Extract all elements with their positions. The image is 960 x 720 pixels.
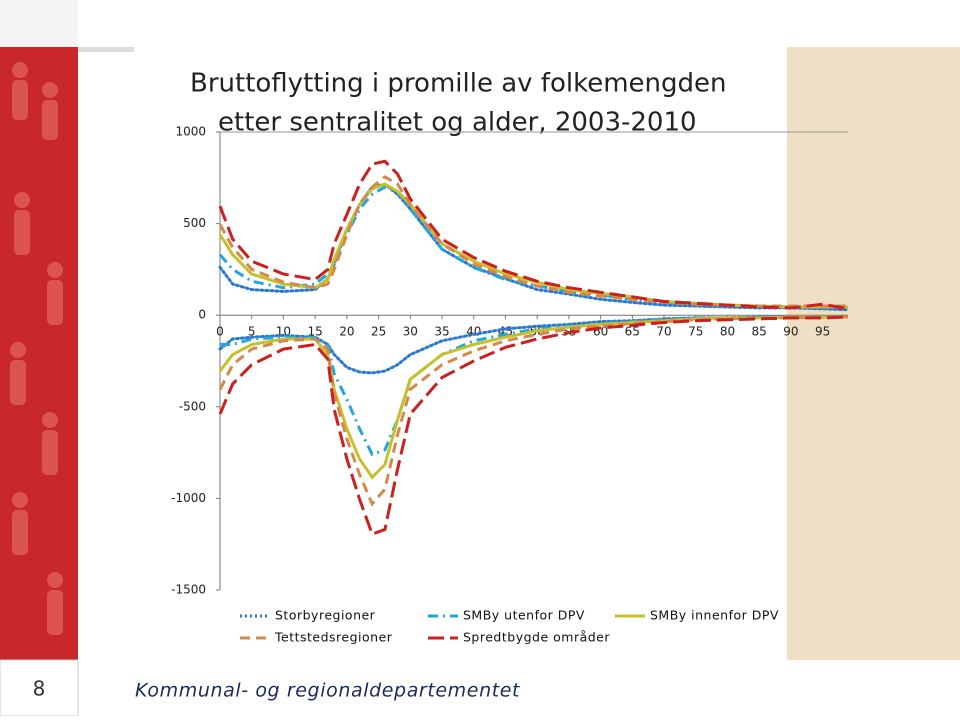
y-tick-label: 1000 [175, 125, 206, 139]
x-tick-label: 80 [720, 325, 735, 339]
x-tick-label: 0 [216, 325, 224, 339]
right-band [787, 47, 960, 660]
x-tick-label: 90 [783, 325, 798, 339]
page-number: 8 [33, 677, 46, 701]
x-tick-label: 65 [625, 325, 640, 339]
series-line [218, 159, 849, 311]
series-line [218, 315, 849, 537]
series-line [218, 182, 850, 312]
side-figures [10, 62, 63, 635]
x-tick-label: 30 [403, 325, 418, 339]
top-rule [78, 47, 134, 52]
x-tick-label: 70 [656, 325, 671, 339]
footer: Kommunal- og regionaldepartementet [135, 680, 521, 702]
legend-label: Spredtbygde områder [463, 630, 610, 645]
x-tick-label: 5 [248, 325, 256, 339]
series-line [218, 315, 848, 507]
series-line [218, 175, 848, 308]
y-tick-label: -500 [179, 399, 206, 413]
x-tick-label: 15 [308, 325, 323, 339]
y-tick-label: 500 [183, 216, 206, 230]
x-tick-label: 95 [815, 325, 830, 339]
y-tick-label: 0 [198, 308, 206, 322]
chart-title: Bruttoflytting i promille av folkemengde… [190, 69, 726, 99]
legend-label: SMBy innenfor DPV [650, 608, 779, 623]
x-tick-label: 25 [371, 325, 386, 339]
y-tick-label: -1500 [171, 583, 206, 597]
x-tick-label: 75 [688, 325, 703, 339]
x-tick-label: 35 [434, 325, 449, 339]
y-tick-label: -1000 [171, 491, 206, 505]
legend-label: SMBy utenfor DPV [463, 608, 585, 623]
x-tick-label: 20 [339, 325, 354, 339]
x-tick-label: 85 [752, 325, 767, 339]
legend-label: Tettstedsregioner [274, 630, 393, 645]
corner-box [0, 0, 78, 47]
legend-label: Storbyregioner [275, 608, 376, 623]
side-band [0, 0, 78, 716]
chart-subtitle: etter sentralitet og alder, 2003-2010 [218, 108, 697, 138]
